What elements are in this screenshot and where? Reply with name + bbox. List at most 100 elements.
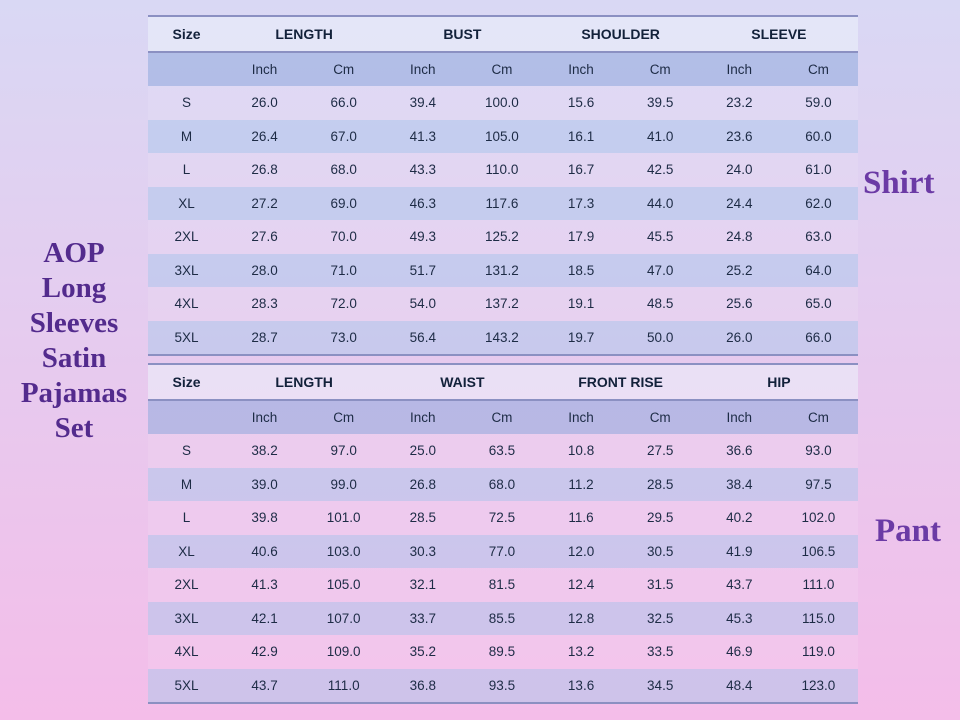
measurement-value-cell: 47.0 — [620, 253, 700, 287]
measurement-value-cell: 107.0 — [304, 601, 384, 635]
measurement-value-cell: 65.0 — [778, 287, 858, 321]
measurement-value-cell: 26.4 — [225, 119, 305, 153]
measurement-value-cell: 67.0 — [304, 119, 384, 153]
measurement-value-cell: 27.6 — [225, 220, 305, 254]
size-cell: 2XL — [148, 568, 225, 602]
product-title-line: Satin — [41, 342, 107, 374]
measurement-value-cell: 102.0 — [778, 501, 858, 535]
measurement-value-cell: 30.5 — [620, 534, 700, 568]
measurement-value-cell: 41.9 — [699, 534, 779, 568]
measurement-value-cell: 103.0 — [304, 534, 384, 568]
measurement-value-cell: 23.6 — [699, 119, 779, 153]
unit-header-cell: Inch — [225, 51, 305, 86]
measurement-value-cell: 38.2 — [225, 434, 305, 468]
size-cell: 5XL — [148, 668, 225, 704]
size-row-xl: XL 40.6 103.0 30.3 77.0 12.0 30.5 41.9 106.5 — [148, 534, 858, 568]
measurement-value-cell: 117.6 — [462, 186, 542, 220]
size-row-4xl: 4XL 28.3 72.0 54.0 137.2 19.1 48.5 25.6 65.0 — [148, 287, 858, 321]
size-row-5xl: 5XL 28.7 73.0 56.4 143.2 19.7 50.0 26.0 66.0 — [148, 320, 858, 356]
measurement-value-cell: 48.4 — [699, 668, 779, 704]
unit-header-spacer — [148, 51, 225, 86]
measurement-value-cell: 41.3 — [225, 568, 305, 602]
size-row-3xl: 3XL 42.1 107.0 33.7 85.5 12.8 32.5 45.3 115.0 — [148, 601, 858, 635]
measurement-value-cell: 51.7 — [383, 253, 463, 287]
measurement-value-cell: 45.3 — [699, 601, 779, 635]
measurement-value-cell: 39.8 — [225, 501, 305, 535]
measurement-value-cell: 26.8 — [225, 153, 305, 187]
measurement-value-cell: 15.6 — [541, 86, 621, 120]
measurement-value-cell: 25.2 — [699, 253, 779, 287]
measurement-value-cell: 25.6 — [699, 287, 779, 321]
measurement-value-cell: 32.1 — [383, 568, 463, 602]
measurement-value-cell: 27.2 — [225, 186, 305, 220]
unit-header-cell: Cm — [304, 51, 384, 86]
measure-column-header: SHOULDER — [541, 15, 700, 53]
measurement-value-cell: 72.0 — [304, 287, 384, 321]
unit-header-cell: Cm — [778, 399, 858, 434]
size-row-l: L 39.8 101.0 28.5 72.5 11.6 29.5 40.2 102.0 — [148, 501, 858, 535]
measurement-value-cell: 115.0 — [778, 601, 858, 635]
unit-header-cell: Inch — [383, 51, 463, 86]
measurement-value-cell: 63.5 — [462, 434, 542, 468]
measurement-value-cell: 43.3 — [383, 153, 463, 187]
measurement-value-cell: 69.0 — [304, 186, 384, 220]
measurement-value-cell: 72.5 — [462, 501, 542, 535]
measurement-value-cell: 24.0 — [699, 153, 779, 187]
measurement-value-cell: 42.1 — [225, 601, 305, 635]
measurement-value-cell: 77.0 — [462, 534, 542, 568]
size-row-2xl: 2XL 27.6 70.0 49.3 125.2 17.9 45.5 24.8 63.0 — [148, 220, 858, 254]
measurement-value-cell: 13.6 — [541, 668, 621, 704]
size-cell: XL — [148, 534, 225, 568]
measure-column-header: FRONT RISE — [541, 363, 700, 401]
measurement-value-cell: 97.0 — [304, 434, 384, 468]
measurement-value-cell: 64.0 — [778, 253, 858, 287]
measurement-value-cell: 41.3 — [383, 119, 463, 153]
measurement-value-cell: 100.0 — [462, 86, 542, 120]
size-cell: M — [148, 467, 225, 501]
measurement-value-cell: 68.0 — [304, 153, 384, 187]
measurement-value-cell: 39.5 — [620, 86, 700, 120]
size-cell: 3XL — [148, 601, 225, 635]
measurement-value-cell: 41.0 — [620, 119, 700, 153]
measure-column-header: SLEEVE — [699, 15, 858, 53]
measure-header-row: Size LENGTH BUST SHOULDER SLEEVE — [148, 15, 858, 53]
size-cell: L — [148, 501, 225, 535]
measurement-value-cell: 24.8 — [699, 220, 779, 254]
size-row-3xl: 3XL 28.0 71.0 51.7 131.2 18.5 47.0 25.2 64.0 — [148, 253, 858, 287]
unit-header-cell: Cm — [304, 399, 384, 434]
size-cell: 4XL — [148, 287, 225, 321]
measurement-value-cell: 60.0 — [778, 119, 858, 153]
measurement-value-cell: 16.7 — [541, 153, 621, 187]
measurement-value-cell: 38.4 — [699, 467, 779, 501]
pant-label: Pant — [875, 513, 941, 549]
measurement-value-cell: 11.2 — [541, 467, 621, 501]
measurement-value-cell: 26.0 — [225, 86, 305, 120]
size-row-4xl: 4XL 42.9 109.0 35.2 89.5 13.2 33.5 46.9 119.0 — [148, 635, 858, 669]
measurement-value-cell: 45.5 — [620, 220, 700, 254]
measurement-value-cell: 12.4 — [541, 568, 621, 602]
size-row-m: M 26.4 67.0 41.3 105.0 16.1 41.0 23.6 60.0 — [148, 119, 858, 153]
measurement-value-cell: 46.3 — [383, 186, 463, 220]
measurement-value-cell: 71.0 — [304, 253, 384, 287]
measurement-value-cell: 54.0 — [383, 287, 463, 321]
size-cell: 4XL — [148, 635, 225, 669]
measure-column-header: BUST — [383, 15, 542, 53]
measurement-value-cell: 66.0 — [778, 320, 858, 356]
size-row-m: M 39.0 99.0 26.8 68.0 11.2 28.5 38.4 97.5 — [148, 467, 858, 501]
measurement-value-cell: 25.0 — [383, 434, 463, 468]
measurement-value-cell: 39.0 — [225, 467, 305, 501]
measurement-value-cell: 111.0 — [304, 668, 384, 704]
size-cell: S — [148, 86, 225, 120]
size-cell: 3XL — [148, 253, 225, 287]
measurement-value-cell: 70.0 — [304, 220, 384, 254]
measurement-value-cell: 119.0 — [778, 635, 858, 669]
measurement-value-cell: 28.5 — [383, 501, 463, 535]
product-title-line: Long — [41, 272, 107, 304]
size-row-xl: XL 27.2 69.0 46.3 117.6 17.3 44.0 24.4 62.0 — [148, 186, 858, 220]
measure-header-row: Size LENGTH WAIST FRONT RISE HIP — [148, 363, 858, 401]
product-title-line: Pajamas — [20, 377, 128, 409]
measurement-value-cell: 18.5 — [541, 253, 621, 287]
measurement-value-cell: 40.2 — [699, 501, 779, 535]
measurement-value-cell: 123.0 — [778, 668, 858, 704]
measurement-value-cell: 36.6 — [699, 434, 779, 468]
